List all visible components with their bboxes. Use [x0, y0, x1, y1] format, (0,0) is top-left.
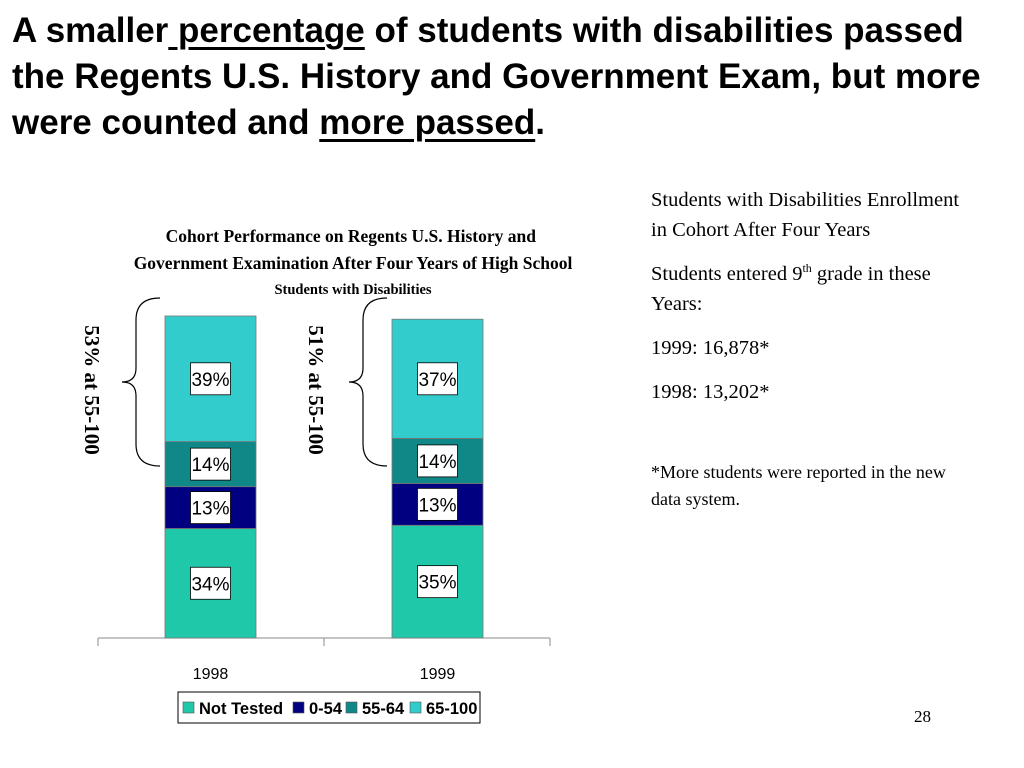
headline-more-passed: more passed: [319, 103, 536, 142]
brace-1: [348, 297, 388, 467]
headline: A smaller percentage of students with di…: [12, 8, 1012, 146]
data-label: 35%: [418, 573, 456, 594]
legend-swatch-1: [292, 701, 305, 714]
enrollment-heading: Students with Disabilities Enrollment in…: [651, 189, 960, 241]
data-label-box: [417, 444, 458, 478]
legend-label-0: Not Tested: [199, 700, 283, 718]
legend-box: [177, 691, 481, 724]
brace-0: [121, 297, 161, 467]
footnote: *More students were reported in the new …: [651, 462, 946, 509]
entered-suffix: grade in these Years:: [651, 263, 931, 315]
data-label-box: [190, 362, 231, 396]
legend-label-2: 55-64: [362, 700, 405, 718]
legend-swatch-3: [409, 701, 422, 714]
headline-part-3: of students with disabilities passed the…: [12, 11, 981, 142]
entered-prefix: Students entered 9: [651, 263, 803, 285]
chart-subtitle: Students with Disabilities: [274, 282, 431, 298]
data-label: 39%: [191, 370, 229, 391]
enrollment-1999: 1999: 16,878*: [651, 337, 770, 359]
data-label: 14%: [191, 455, 229, 476]
headline-part-5: .: [535, 103, 545, 142]
data-label: 14%: [418, 452, 456, 473]
entered-sup: th: [802, 261, 812, 276]
headline-part-1: A smaller: [12, 11, 169, 50]
data-label-box: [417, 487, 458, 521]
brace-annotation-1: 51% at 55-100: [304, 325, 328, 455]
category-label-1998: 1998: [193, 666, 229, 683]
data-label: 34%: [191, 574, 229, 595]
data-label-box: [190, 447, 231, 481]
data-label: 13%: [191, 499, 229, 520]
legend-swatch-0: [182, 701, 195, 714]
page-number: 28: [914, 707, 931, 726]
data-label-box: [417, 362, 458, 396]
data-label: 13%: [418, 495, 456, 516]
brace-annotation-0: 53% at 55-100: [80, 325, 104, 455]
legend-label-3: 65-100: [426, 700, 477, 718]
entered-text: Students entered 9th grade in these Year…: [651, 259, 971, 319]
data-label-box: [190, 491, 231, 524]
side-panel: Students with Disabilities Enrollment in…: [651, 185, 971, 527]
legend-label-1: 0-54: [309, 700, 343, 718]
data-label-box: [417, 565, 458, 599]
data-label-box: [190, 566, 231, 600]
chart-title-line-2: Government Examination After Four Years …: [134, 253, 573, 273]
headline-percentage: percentage: [168, 11, 365, 50]
category-label-1999: 1999: [420, 666, 456, 683]
plot-area: 34% 13% 14% 39% 1998 35% 13% 14% 37% 1999 53% at 5…: [80, 297, 551, 724]
data-label: 37%: [418, 370, 456, 391]
legend-swatch-2: [345, 701, 358, 714]
chart-title-line-1: Cohort Performance on Regents U.S. Histo…: [166, 226, 537, 246]
enrollment-1998: 1998: 13,202*: [651, 381, 770, 403]
chart-title: Cohort Performance on Regents U.S. Histo…: [134, 226, 573, 273]
